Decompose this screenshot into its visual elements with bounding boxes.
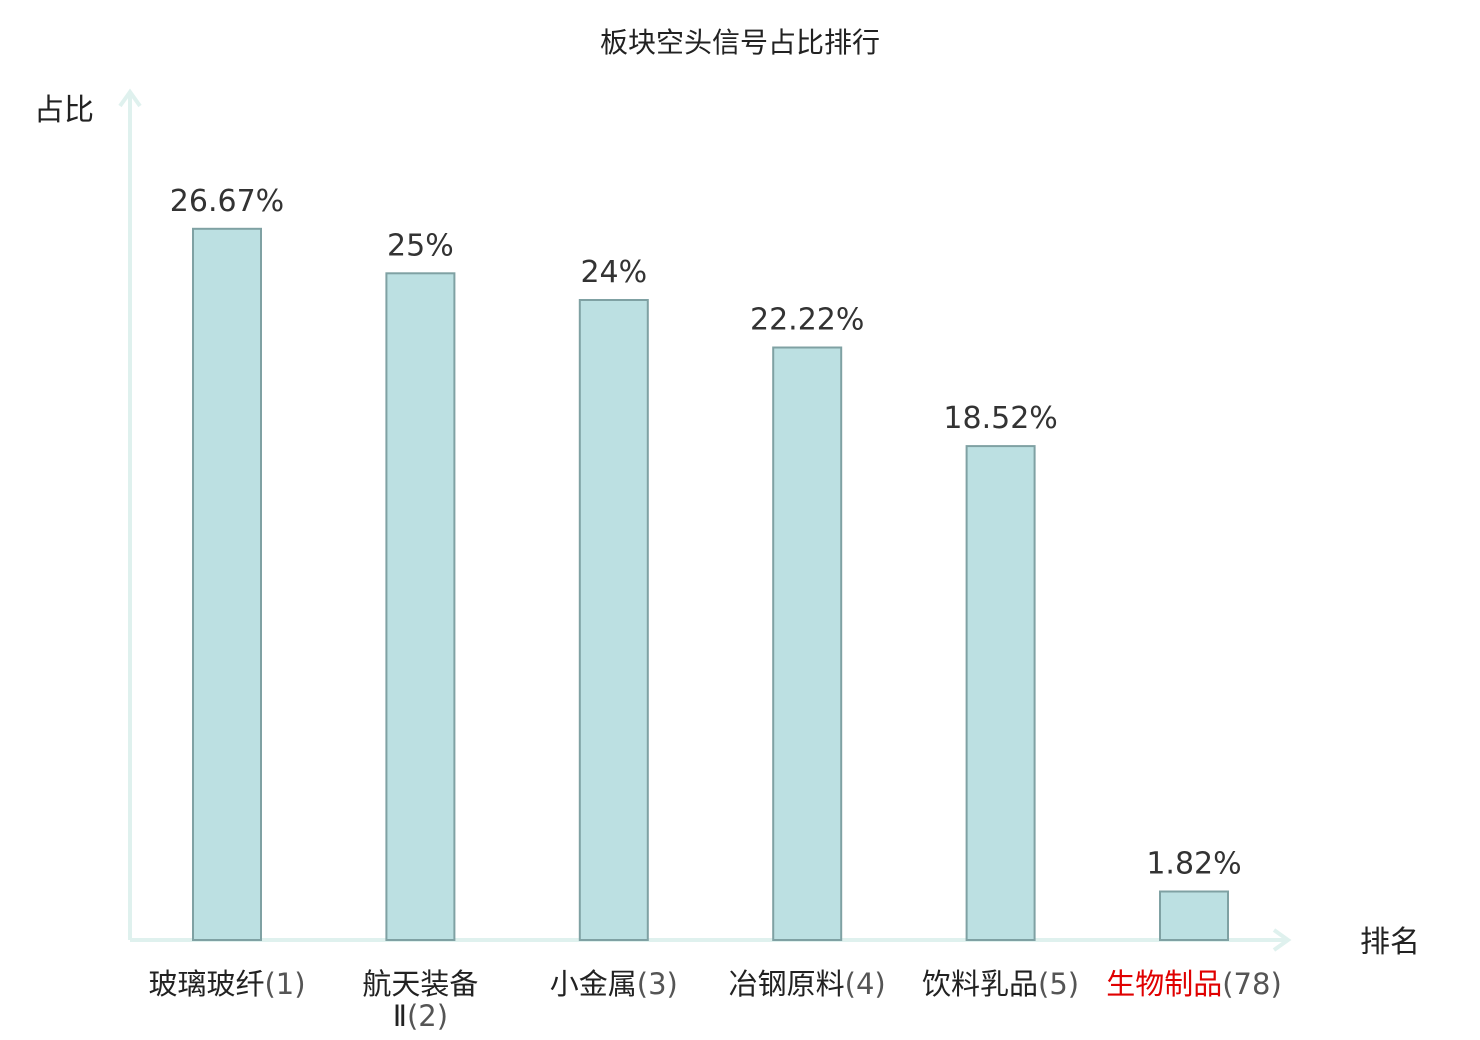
category-label-3: 小金属(3) — [550, 967, 678, 1001]
x-axis-arrow — [1272, 928, 1292, 952]
category-labels-group: 玻璃玻纤(1) 航天装备 Ⅱ(2) 小金属(3) 冶钢原料(4) 饮料乳品(5) 生物制品(… — [148, 967, 1281, 1033]
category-label-1: 玻璃玻纤(1) — [148, 967, 305, 1001]
value-label-6: 1.82% — [1146, 847, 1241, 882]
y-axis-arrow — [118, 88, 142, 108]
bar-2 — [385, 272, 456, 941]
bar-3 — [578, 299, 649, 941]
bar-4 — [772, 346, 843, 941]
x-axis-label: 排名 — [1360, 925, 1420, 960]
bar-1 — [192, 227, 262, 942]
value-label-1: 26.67% — [170, 184, 284, 219]
bar-5 — [965, 445, 1036, 941]
value-label-5: 18.52% — [943, 401, 1057, 436]
value-label-2: 25% — [387, 228, 454, 263]
value-label-4: 22.22% — [750, 303, 864, 338]
y-axis-label: 占比 — [34, 93, 94, 128]
category-label-2: 航天装备 Ⅱ(2) — [362, 967, 478, 1033]
value-labels-group: 26.67% 25% 24% 22.22% 18.52% 1.82% — [170, 184, 1242, 882]
bars-group — [192, 227, 1229, 942]
value-label-3: 24% — [580, 255, 647, 290]
bar-6 — [1159, 890, 1229, 941]
chart-title: 板块空头信号占比排行 — [600, 26, 880, 59]
category-label-6: 生物制品(78) — [1106, 967, 1282, 1001]
category-label-4: 冶钢原料(4) — [729, 967, 886, 1001]
category-label-5: 饮料乳品(5) — [922, 967, 1079, 1001]
